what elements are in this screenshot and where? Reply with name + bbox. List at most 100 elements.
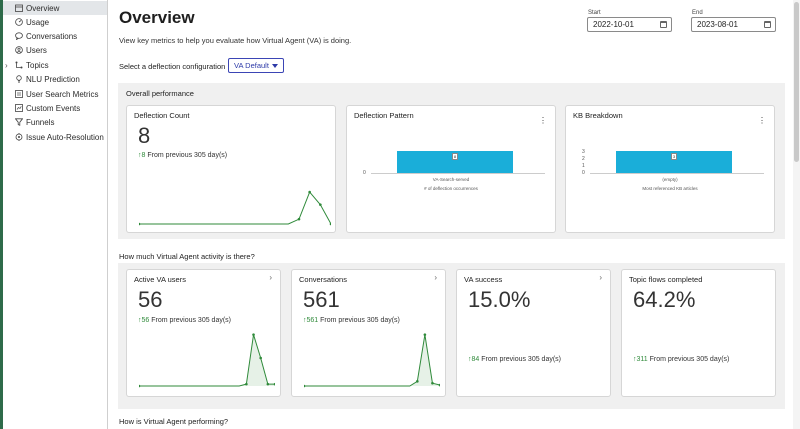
chart-tick-label: 3 xyxy=(582,149,585,155)
arrow-up-icon: ↑ xyxy=(468,356,472,363)
custom-events-icon xyxy=(14,104,23,113)
trend-caption: From previous 305 day(s) xyxy=(147,152,228,159)
chevron-right-icon[interactable]: › xyxy=(599,273,602,282)
chevron-right-icon[interactable]: › xyxy=(269,273,272,282)
sparkline-point xyxy=(139,222,141,226)
sidebar-item-overview[interactable]: Overview xyxy=(3,1,107,15)
end-date-input[interactable]: 2023-08-01 xyxy=(691,17,776,32)
sidebar-item-label: Topics xyxy=(26,60,49,70)
more-options-icon[interactable]: ⋮ xyxy=(539,116,547,125)
sparkline-point xyxy=(139,384,141,388)
search-metrics-icon xyxy=(14,90,23,99)
sparkline-point xyxy=(319,203,322,206)
topic-flows-completed-card[interactable]: Topic flows completed 64.2% ↑311 From pr… xyxy=(621,269,776,397)
sparkline-point xyxy=(297,217,301,221)
sparkline-point xyxy=(266,382,270,386)
sidebar-item-nlu-prediction[interactable]: NLU Prediction xyxy=(3,72,107,86)
sidebar-item-usage[interactable]: Usage xyxy=(3,15,107,29)
trend-delta: 311 xyxy=(636,356,648,363)
chart-data-label: 3 xyxy=(671,153,677,160)
active-va-users-card[interactable]: Active VA users › 56 ↑56 From previous 3… xyxy=(126,269,281,397)
sidebar-item-funnels[interactable]: Funnels xyxy=(3,115,107,129)
sidebar-item-label: Custom Events xyxy=(26,103,81,113)
sidebar-item-user-search-metrics[interactable]: User Search Metrics xyxy=(3,87,107,101)
topics-icon xyxy=(14,61,23,70)
sparkline-line xyxy=(139,191,331,225)
active-users-sparkline xyxy=(139,333,275,388)
kb-breakdown-card[interactable]: KB Breakdown ⋮ 3 2 1 0 3 (empty) Most re… xyxy=(565,105,775,233)
scrollbar-thumb[interactable] xyxy=(794,2,799,162)
card-title: Deflection Count xyxy=(134,111,190,120)
caret-down-icon xyxy=(271,63,278,68)
trend-delta: 84 xyxy=(471,356,480,363)
trend-delta: 8 xyxy=(141,152,146,159)
chart-x-axis-label: Most referenced KB articles xyxy=(642,186,698,191)
sidebar-item-topics[interactable]: › Topics xyxy=(3,58,107,72)
page-description: View key metrics to help you evaluate ho… xyxy=(119,36,352,45)
start-date-input[interactable]: 2022-10-01 xyxy=(587,17,672,32)
sidebar-item-label: NLU Prediction xyxy=(26,74,80,84)
overall-performance-section: Overall performance Deflection Count 8 ↑… xyxy=(118,83,785,239)
start-date-value: 2022-10-01 xyxy=(593,20,634,29)
sparkline-point xyxy=(252,333,255,336)
chevron-right-icon[interactable]: › xyxy=(434,273,437,282)
deflection-config-value: VA Default xyxy=(234,61,269,70)
metric-value: 15.0% xyxy=(468,287,531,312)
chart-tick-label: 1 xyxy=(582,163,585,169)
card-title: Deflection Pattern xyxy=(354,111,414,120)
more-options-icon[interactable]: ⋮ xyxy=(758,116,766,125)
section-title: How is Virtual Agent performing? xyxy=(119,417,229,426)
chart-axis xyxy=(371,173,545,174)
sparkline-point xyxy=(308,190,311,194)
conversations-card[interactable]: Conversations › 561 ↑561 From previous 3… xyxy=(291,269,446,397)
metric-value: 64.2% xyxy=(633,287,696,312)
sidebar-item-custom-events[interactable]: Custom Events xyxy=(3,101,107,115)
trend-delta: 56 xyxy=(141,317,150,324)
arrow-up-icon: ↑ xyxy=(303,317,307,324)
trend-caption: From previous 305 day(s) xyxy=(481,356,562,363)
chart-x-axis-label: # of deflection occurrences xyxy=(424,186,478,191)
metric-value: 561 xyxy=(303,287,340,312)
sparkline-point xyxy=(329,222,331,226)
sidebar-item-label: Conversations xyxy=(26,31,78,41)
sparkline-area xyxy=(139,334,275,386)
sparkline-point xyxy=(416,380,419,383)
deflection-count-card[interactable]: Deflection Count 8 ↑8 From previous 305 … xyxy=(126,105,336,233)
deflection-pattern-card[interactable]: Deflection Pattern ⋮ 0 8 VA-Search-serve… xyxy=(346,105,556,233)
section-title: How much Virtual Agent activity is there… xyxy=(119,252,255,261)
conversations-sparkline xyxy=(304,333,440,388)
chart-category-label: (empty) xyxy=(662,177,678,182)
chat-bubble-icon xyxy=(14,32,23,41)
sparkline-point xyxy=(245,382,248,386)
trend-caption: From previous 305 day(s) xyxy=(649,356,730,363)
chevron-right-icon[interactable]: › xyxy=(5,60,8,70)
calendar-icon[interactable] xyxy=(660,21,667,28)
sidebar-item-issue-auto-resolution[interactable]: Issue Auto-Resolution xyxy=(3,130,107,144)
metric-value: 8 xyxy=(138,123,151,148)
card-title: VA success xyxy=(464,275,503,284)
deflection-count-sparkline xyxy=(139,190,331,226)
card-title: KB Breakdown xyxy=(573,111,623,120)
sparkline-point xyxy=(431,381,434,385)
trend-text: ↑311 From previous 305 day(s) xyxy=(633,356,729,363)
va-success-card[interactable]: VA success › 15.0% ↑84 From previous 305… xyxy=(456,269,611,397)
end-date-label: End xyxy=(692,10,703,16)
page-scrollbar[interactable] xyxy=(793,0,800,429)
arrow-up-icon: ↑ xyxy=(138,317,142,324)
sidebar-item-users[interactable]: Users xyxy=(3,43,107,57)
deflection-config-label: Select a deflection configuration xyxy=(119,62,226,71)
calendar-icon[interactable] xyxy=(764,21,771,28)
chart-tick-label: 0 xyxy=(582,170,585,176)
chart-category-label: VA-Search-served xyxy=(432,177,470,182)
sparkline-area xyxy=(304,334,440,386)
metric-value: 56 xyxy=(138,287,163,312)
sparkline-point xyxy=(259,356,262,360)
sidebar-item-label: Funnels xyxy=(26,117,55,127)
users-icon xyxy=(14,46,23,55)
sidebar-item-conversations[interactable]: Conversations xyxy=(3,29,107,43)
start-date-label: Start xyxy=(588,10,601,16)
sidebar-item-label: Overview xyxy=(26,3,60,13)
deflection-config-dropdown[interactable]: VA Default xyxy=(228,58,284,73)
sparkline-point xyxy=(423,333,427,336)
